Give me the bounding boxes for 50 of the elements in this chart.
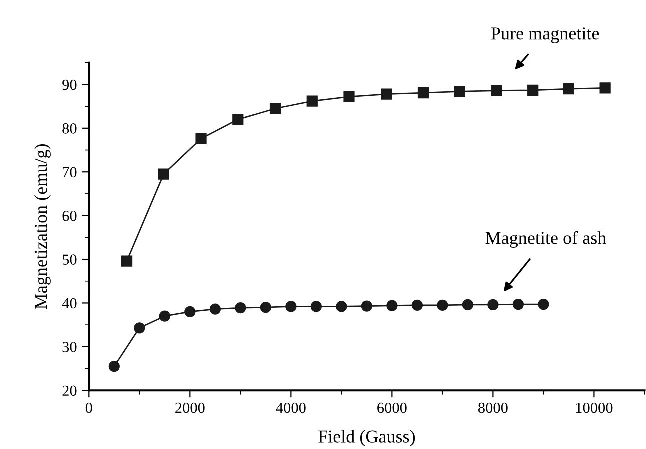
y-tick-label: 80: [62, 124, 77, 134]
y-tick-label: 40: [62, 298, 77, 309]
point: [462, 299, 474, 311]
point: [344, 91, 355, 103]
point: [418, 87, 430, 99]
x-tick-label: 2000: [176, 402, 205, 414]
point: [232, 114, 244, 126]
y-tick-label: 60: [62, 210, 77, 222]
point: [270, 103, 282, 114]
x-tick-label: 8000: [478, 402, 508, 414]
text: Pure magnetite: [491, 28, 600, 44]
point: [563, 84, 575, 95]
point: [381, 88, 392, 100]
point: [159, 310, 170, 322]
point: [454, 86, 466, 98]
point: [184, 306, 196, 318]
point: [306, 96, 318, 107]
y-tick-label: 90: [62, 80, 77, 90]
point: [361, 300, 372, 312]
y-tick-label: 50: [62, 254, 77, 265]
text: Magnetite of ash: [486, 231, 606, 248]
point: [336, 301, 348, 312]
point: [528, 84, 539, 96]
point: [386, 300, 398, 312]
y-tick-label: 20: [62, 386, 77, 396]
point: [437, 300, 448, 311]
y-tick-label: 30: [62, 342, 77, 352]
point: [286, 301, 297, 312]
x-axis-title: Field (Gauss): [318, 430, 416, 447]
point: [488, 299, 499, 311]
x-tick-label: 10000: [576, 402, 613, 414]
point: [134, 322, 146, 334]
x-tick-label: 4000: [276, 402, 306, 414]
x-tick-label: 6000: [378, 402, 407, 414]
y-axis-title: Magnetization (emu/g): [34, 144, 51, 310]
point: [210, 304, 221, 315]
point: [310, 301, 322, 312]
point: [538, 298, 550, 310]
x-tick-label: 0: [86, 402, 92, 414]
point: [235, 302, 246, 314]
point: [158, 168, 170, 180]
y-tick-label: 70: [63, 167, 77, 178]
point: [196, 133, 207, 144]
point: [412, 300, 423, 311]
point: [121, 256, 133, 267]
point: [512, 298, 524, 310]
point: [260, 302, 272, 314]
point: [491, 85, 502, 96]
point: [600, 82, 611, 94]
point: [108, 361, 120, 372]
